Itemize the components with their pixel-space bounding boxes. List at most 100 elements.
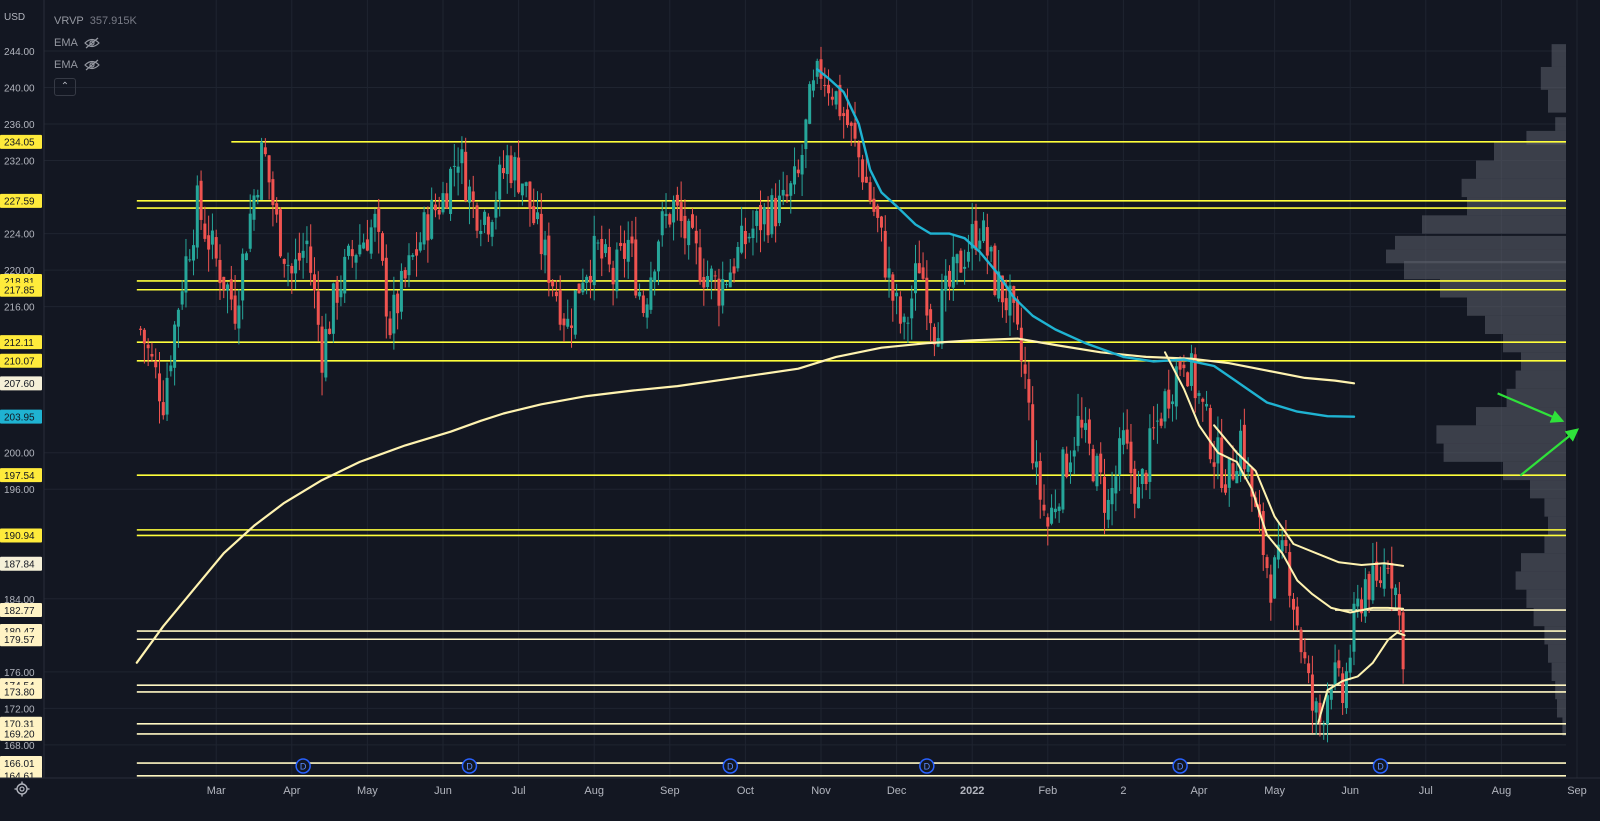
candle-body [1205,403,1209,407]
time-axis[interactable]: Mar Apr May Jun Jul Aug Sep Oct Nov Dec 2022 Feb 2 Ap… [0,777,1600,821]
ema-price-tag: 203.95 [4,412,35,423]
eye-hidden-icon[interactable] [83,59,100,71]
volume-profile-bar [1557,699,1566,718]
candle-body [214,237,218,259]
time-tick-label[interactable]: Apr [283,785,300,797]
candle-body [921,267,925,279]
candle-body [222,276,226,290]
time-tick-label[interactable]: Jul [1419,785,1433,797]
horizontal-levels[interactable] [136,141,1566,777]
eye-hidden-icon[interactable] [83,37,100,49]
candle-body [1261,511,1265,556]
ema-line-mid [1213,424,1405,567]
candle-body [1118,438,1122,475]
legend-row-ema-2[interactable]: EMA [54,54,137,76]
time-tick-label[interactable]: 2022 [960,785,984,797]
candle-body [1061,449,1065,510]
candle-body [1182,364,1186,369]
collapse-legend-button[interactable]: ⌃ [54,78,76,96]
candle-body [358,244,362,255]
candle-body [1318,702,1322,723]
volume-profile-bar [1548,644,1566,663]
candle-body [1000,275,1004,303]
dividend-marker[interactable]: D [1372,758,1389,774]
time-tick-label[interactable]: Aug [1492,785,1512,797]
candle-body [709,268,713,281]
green-arrow[interactable] [1519,428,1580,477]
dividend-marker[interactable]: D [1172,758,1188,774]
currency-label[interactable]: USD [4,12,26,23]
time-tick-label[interactable]: Feb [1038,785,1057,797]
candle-body [554,291,558,297]
candle-body [1273,557,1277,599]
candle-body [1326,695,1330,724]
candle-body [1341,673,1345,703]
candle-body [656,241,660,272]
legend-row-ema-1[interactable]: EMA [54,32,137,54]
candle-body [1401,612,1405,670]
candle-body [392,294,396,334]
dividend-marker[interactable]: D [919,758,935,774]
candle-body [728,272,732,288]
candle-body [1023,364,1027,374]
candle-body [959,250,963,273]
dividend-marker[interactable]: D [461,758,478,774]
annotation-arrows[interactable] [1497,392,1580,477]
price-axis[interactable]: 244.00 240.00 236.00 232.00 224.00 220.00 216.… [0,0,45,821]
candle-body [180,291,184,305]
candle-body [1129,441,1133,473]
candle-body [573,290,577,335]
time-tick-label[interactable]: Mar [207,785,226,797]
candle-body [1057,506,1061,511]
candle-body [607,246,611,265]
dividend-marker-label: D [727,762,734,772]
candle-body [207,235,211,250]
candle-body [600,238,604,259]
candle-body [570,325,574,328]
level-price-tag: 170.31 [4,720,35,731]
candle-body [452,165,456,167]
time-tick-label[interactable]: May [357,785,378,797]
candle-body [407,255,411,276]
candle-body [1114,476,1118,494]
candle-body [475,205,479,231]
candle-body [1329,688,1333,700]
candle-body [1106,499,1110,520]
candle-body [1386,567,1390,569]
ema-price-tag-bg [0,556,42,571]
time-tick-label[interactable]: May [1264,785,1285,797]
volume-profile-bar [1544,498,1566,517]
dividend-marker[interactable]: D [295,758,311,774]
candle-body [1223,484,1227,493]
time-tick-label[interactable]: Apr [1190,785,1207,797]
level-price-tag-bg [0,756,42,771]
candle-body [305,240,309,245]
candle-body [445,193,449,209]
candle-body [717,278,721,306]
candle-body [951,256,955,288]
level-price-tag-bg [0,335,42,350]
time-tick-label[interactable]: 2 [1120,785,1126,797]
legend-row-vrvp[interactable]: VRVP 357.915K [54,10,137,32]
time-tick-label[interactable]: Sep [1567,785,1587,797]
candle-body [1378,580,1382,584]
time-tick-label[interactable]: Oct [737,785,754,797]
green-arrow[interactable] [1497,392,1565,423]
time-tick-label[interactable]: Jul [512,785,526,797]
candle-body [630,236,634,244]
dividend-marker[interactable]: D [722,758,739,774]
candle-body [347,245,350,256]
time-tick-label[interactable]: Dec [887,785,907,797]
time-tick-label[interactable]: Aug [584,785,604,797]
candle-body [1193,354,1197,399]
time-tick-label[interactable]: Jun [1341,785,1359,797]
settings-gear-icon[interactable] [14,781,30,797]
time-tick-label[interactable]: Sep [660,785,680,797]
time-tick-label[interactable]: Jun [434,785,452,797]
candle-body [800,154,804,175]
time-tick-label[interactable]: Nov [811,785,831,797]
candle-body [1008,285,1012,316]
